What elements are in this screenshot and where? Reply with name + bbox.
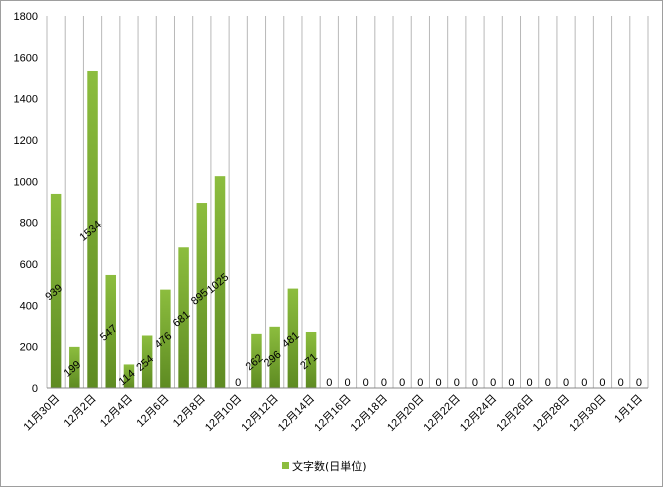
y-tick-label: 1600 — [14, 52, 38, 64]
bar — [196, 203, 208, 388]
bar — [50, 193, 62, 388]
bar — [141, 335, 153, 388]
legend-label: 文字数(日単位) — [292, 459, 367, 473]
bar — [305, 331, 317, 388]
y-tick-label: 0 — [32, 383, 38, 395]
bar — [87, 70, 98, 389]
data-label: 0 — [399, 377, 405, 389]
x-tick-label: 12月30日 — [567, 393, 608, 434]
data-label: 0 — [563, 377, 569, 389]
bar — [251, 333, 262, 388]
x-tick-label: 1月1日 — [612, 393, 645, 426]
data-label: 0 — [363, 377, 369, 389]
y-tick-label: 1400 — [14, 94, 38, 106]
data-label: 0 — [527, 377, 533, 389]
x-tick-label: 12月2日 — [62, 393, 99, 430]
y-tick-label: 400 — [20, 300, 38, 312]
bar — [105, 274, 116, 388]
x-tick-label: 12月24日 — [458, 393, 499, 434]
y-tick-label: 1800 — [14, 11, 38, 23]
x-tick-label: 12月28日 — [531, 393, 572, 434]
bar — [214, 176, 226, 388]
x-tick-label: 11月30日 — [21, 393, 62, 434]
legend: 文字数(日単位) — [282, 459, 367, 473]
y-tick-label: 800 — [20, 218, 38, 230]
x-tick-label: 12月6日 — [134, 393, 171, 430]
bar — [160, 289, 171, 388]
x-tick-label: 12月20日 — [385, 393, 426, 434]
x-tick-label: 12月16日 — [312, 393, 353, 434]
data-label: 0 — [581, 377, 587, 389]
y-tick-label: 200 — [20, 342, 38, 354]
data-label: 0 — [599, 377, 605, 389]
bar — [123, 364, 135, 388]
x-tick-label: 12月26日 — [494, 393, 535, 434]
data-label: 0 — [235, 377, 241, 389]
x-tick-label: 12月22日 — [422, 393, 463, 434]
data-label: 0 — [454, 377, 460, 389]
data-label: 0 — [435, 377, 441, 389]
bar — [269, 326, 280, 388]
data-label: 0 — [636, 377, 642, 389]
x-tick-label: 12月10日 — [203, 393, 244, 434]
data-label: 0 — [381, 377, 387, 389]
x-tick-label: 12月18日 — [349, 393, 390, 434]
legend-swatch — [282, 462, 289, 469]
data-label: 0 — [472, 377, 478, 389]
x-tick-label: 12月4日 — [98, 393, 135, 430]
data-labels: 9391991534547114254476681895102502622964… — [43, 219, 642, 389]
y-tick-label: 1000 — [14, 176, 38, 188]
bar — [178, 247, 189, 388]
data-label: 0 — [490, 377, 496, 389]
y-tick-label: 1200 — [14, 135, 38, 147]
data-label: 0 — [545, 377, 551, 389]
data-label: 0 — [417, 377, 423, 389]
data-label: 0 — [508, 377, 514, 389]
x-tick-label: 12月12日 — [239, 393, 280, 434]
bar — [69, 346, 80, 388]
data-label: 0 — [618, 377, 624, 389]
bar — [287, 288, 299, 388]
x-tick-label: 12月8日 — [171, 393, 208, 430]
gridlines — [46, 16, 649, 388]
data-label: 0 — [326, 377, 332, 389]
x-tick-label: 12月14日 — [276, 393, 317, 434]
y-tick-label: 600 — [20, 259, 38, 271]
data-label: 0 — [344, 377, 350, 389]
bars — [50, 70, 317, 389]
